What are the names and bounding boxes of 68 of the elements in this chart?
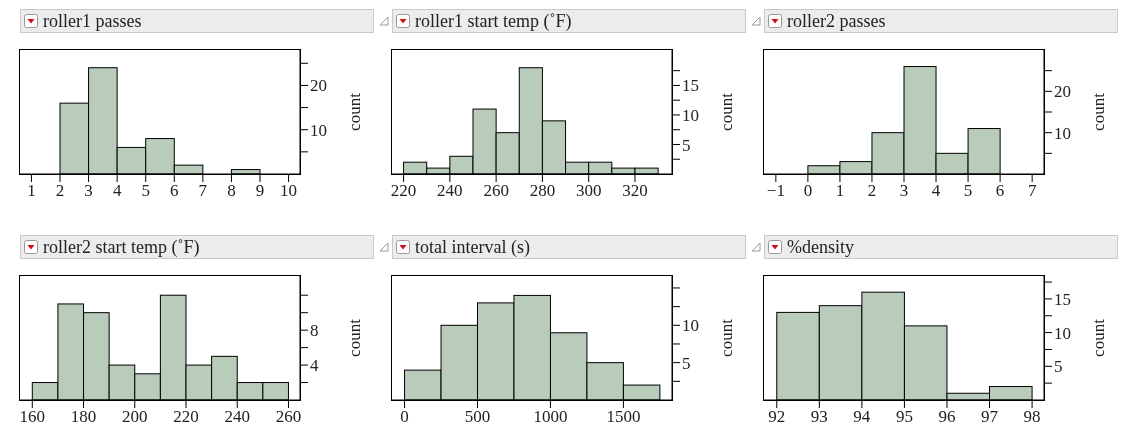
x-tick-label: 240 (224, 407, 250, 427)
x-tick-label: 92 (768, 407, 786, 427)
y-tick-label: 20 (310, 76, 327, 96)
y-tick-label: 10 (310, 120, 327, 140)
chart-title: roller2 passes (787, 10, 886, 32)
x-tick-label: 6 (995, 181, 1005, 201)
chart-title: %density (787, 236, 854, 258)
x-tick-label: 1500 (606, 407, 641, 427)
y-tick-label: 5 (1054, 357, 1063, 377)
x-tick-label: 7 (1027, 181, 1037, 201)
y-axis-title: count (345, 318, 365, 357)
x-tick-label: 1 (835, 181, 845, 201)
x-tick-label: 96 (938, 407, 956, 427)
x-tick-label: 2 (55, 181, 65, 201)
y-tick-label: 5 (682, 353, 691, 373)
x-tick-label: 1000 (533, 407, 568, 427)
x-tick-label: 180 (70, 407, 97, 427)
x-tick-label: 2 (867, 181, 877, 201)
x-tick-label: 0 (803, 181, 813, 201)
x-tick-label: 260 (275, 407, 302, 427)
y-tick-label: 4 (310, 356, 319, 376)
x-tick-label: 95 (895, 407, 913, 427)
x-tick-label: 3 (899, 181, 909, 201)
x-tick-label: −1 (766, 181, 785, 201)
x-tick-label: 8 (227, 181, 236, 201)
chart-title: roller2 start temp (˚F) (43, 236, 200, 258)
y-axis-title: count (717, 318, 737, 357)
x-tick-label: 300 (575, 181, 602, 201)
y-tick-label: 5 (682, 135, 691, 155)
x-tick-label: 93 (810, 407, 828, 427)
x-tick-label: 240 (437, 181, 463, 201)
y-axis-title: count (717, 92, 737, 131)
x-tick-label: 97 (981, 407, 999, 427)
y-axis-title: count (345, 92, 365, 131)
x-tick-label: 260 (483, 181, 509, 201)
chart-title: total interval (s) (415, 236, 530, 258)
y-axis-title: count (1089, 318, 1109, 357)
x-tick-label: 0 (400, 407, 409, 427)
y-tick-label: 10 (1054, 123, 1071, 143)
x-tick-label: 500 (464, 407, 491, 427)
x-tick-label: 200 (122, 407, 148, 427)
x-tick-label: 9 (255, 181, 265, 201)
y-tick-label: 20 (1054, 82, 1071, 102)
x-tick-label: 3 (84, 181, 93, 201)
x-tick-label: 4 (112, 181, 122, 201)
x-tick-label: 6 (170, 181, 179, 201)
y-tick-label: 8 (310, 321, 319, 341)
x-tick-label: 5 (141, 181, 150, 201)
x-tick-label: 98 (1023, 407, 1041, 427)
x-tick-label: 220 (390, 181, 417, 201)
x-tick-label: 4 (931, 181, 941, 201)
y-tick-label: 10 (1054, 323, 1071, 343)
y-axis-title: count (1089, 92, 1109, 131)
x-tick-label: 220 (173, 407, 199, 427)
x-tick-label: 10 (280, 181, 298, 201)
y-tick-label: 10 (682, 105, 699, 125)
x-tick-label: 5 (963, 181, 973, 201)
y-tick-label: 10 (682, 316, 699, 336)
y-tick-label: 15 (1054, 289, 1071, 309)
x-tick-label: 1 (27, 181, 36, 201)
chart-title: roller1 passes (43, 10, 142, 32)
x-tick-label: 280 (529, 181, 556, 201)
x-tick-label: 320 (622, 181, 648, 201)
chart-title: roller1 start temp (˚F) (415, 10, 572, 32)
x-tick-label: 160 (19, 407, 46, 427)
x-tick-label: 94 (853, 407, 871, 427)
y-tick-label: 15 (682, 76, 699, 96)
x-tick-label: 7 (198, 181, 208, 201)
